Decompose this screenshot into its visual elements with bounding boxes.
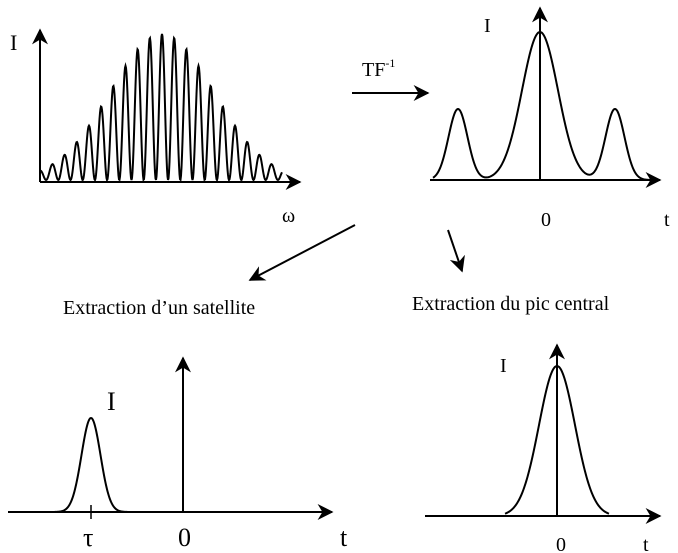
- inverse-transform-label-base: TF: [362, 59, 385, 81]
- central-zero-label: 0: [556, 534, 566, 553]
- spectrum-y-label: I: [10, 30, 17, 55]
- spectrum-x-label: ω: [282, 205, 295, 227]
- central-extraction-arrow: [447, 229, 465, 273]
- inverse-transform-arrow-group: TF-1: [352, 56, 430, 101]
- inverse-transform-label-exponent: -1: [385, 56, 395, 70]
- spectrum-fringe-curve: [39, 33, 283, 183]
- central-peak-curve: [504, 364, 610, 515]
- satellite-y-label: I: [107, 387, 116, 416]
- satellite-panel: I τ 0 t: [8, 356, 348, 552]
- inverse-transform-label: TF-1: [362, 56, 395, 81]
- central-x-label: t: [643, 534, 649, 553]
- satellite-extraction-arrow: [248, 224, 356, 281]
- tau-label: τ: [83, 523, 93, 552]
- satellite-peak-curve: [50, 416, 132, 513]
- central-caption: Extraction du pic central: [412, 293, 610, 315]
- inverse-ft-zero-label: 0: [541, 209, 551, 231]
- satellite-caption: Extraction d’un satellite: [63, 297, 255, 319]
- inverse-ft-x-label: t: [664, 209, 670, 231]
- inverse-ft-panel: I 0 t: [430, 6, 670, 231]
- satellite-zero-label: 0: [178, 523, 191, 552]
- central-panel: I 0 t: [425, 343, 662, 553]
- spectrum-panel: I ω: [10, 28, 302, 227]
- inverse-ft-y-label: I: [484, 15, 491, 37]
- inverse-ft-curve: [432, 30, 651, 181]
- central-y-label: I: [500, 355, 507, 377]
- satellite-x-label: t: [340, 523, 348, 552]
